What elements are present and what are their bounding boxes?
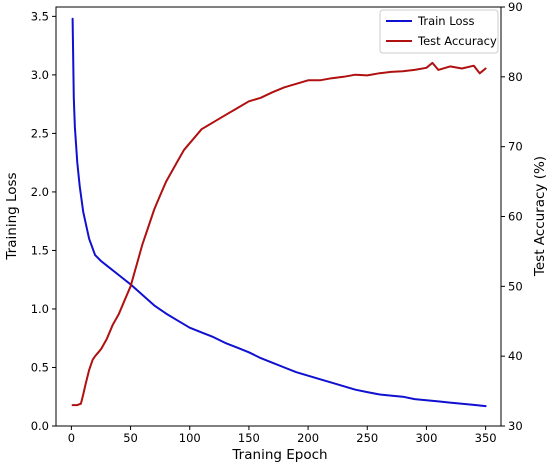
x-tick-label: 300 bbox=[415, 431, 437, 445]
x-axis-label: Traning Epoch bbox=[231, 447, 327, 463]
y-right-tick-label: 40 bbox=[508, 349, 523, 363]
legend-label-train-loss: Train Loss bbox=[417, 14, 474, 28]
legend-label-test-accuracy: Test Accuracy bbox=[417, 34, 497, 48]
y-left-tick-label: 0.5 bbox=[31, 360, 49, 374]
y-left-tick-label: 2.0 bbox=[31, 185, 49, 199]
y-left-tick-label: 3.5 bbox=[31, 9, 49, 23]
y-right-tick-label: 30 bbox=[508, 419, 523, 433]
y-right-tick-label: 80 bbox=[508, 70, 523, 84]
y-left-tick-label: 3.0 bbox=[31, 68, 49, 82]
x-tick-label: 350 bbox=[475, 431, 497, 445]
plot-frame bbox=[55, 6, 502, 427]
y-left-tick-label: 0.0 bbox=[31, 419, 49, 433]
x-tick-label: 100 bbox=[179, 431, 201, 445]
y-right-tick-label: 50 bbox=[508, 279, 523, 293]
y-left-tick-label: 2.5 bbox=[31, 126, 49, 140]
y-right-tick-label: 70 bbox=[508, 140, 523, 154]
series-line-train-loss bbox=[71, 17, 487, 408]
x-tick-label: 250 bbox=[356, 431, 378, 445]
y-right-tick-label: 90 bbox=[508, 0, 523, 14]
y-left-tick-label: 1.0 bbox=[31, 302, 49, 316]
legend: Train Loss Test Accuracy bbox=[379, 9, 499, 54]
x-tick-label: 0 bbox=[68, 431, 75, 445]
x-tick-label: 200 bbox=[297, 431, 319, 445]
series-line-test-accuracy bbox=[71, 61, 487, 407]
y-right-tick-label: 60 bbox=[508, 210, 523, 224]
y-left-axis-label: Training Loss bbox=[4, 172, 20, 260]
x-tick-label: 50 bbox=[123, 431, 138, 445]
x-tick-label: 150 bbox=[238, 431, 260, 445]
y-right-axis-label: Test Accuracy (%) bbox=[532, 156, 548, 277]
y-left-tick-label: 1.5 bbox=[31, 243, 49, 257]
